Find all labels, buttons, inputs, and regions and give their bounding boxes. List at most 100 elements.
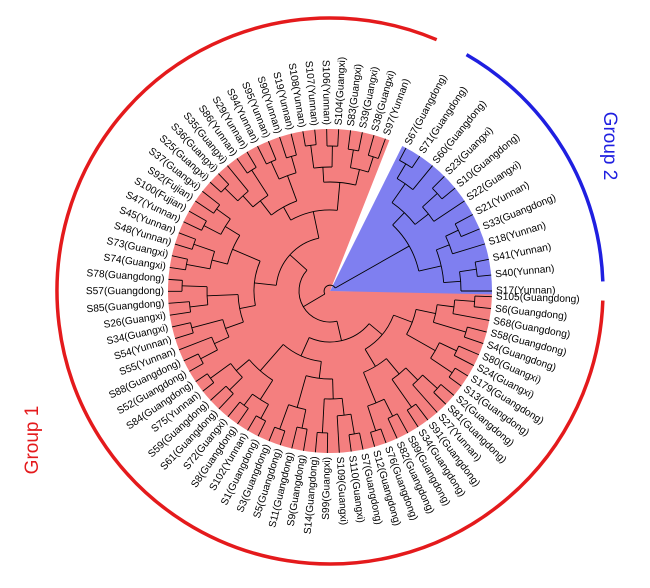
leaf-branch [195, 373, 208, 382]
node-arc [324, 397, 343, 400]
leaf-label: S57(Guangdong) [86, 286, 164, 297]
leaf-branch [474, 295, 492, 298]
leaf-branch [178, 232, 196, 240]
leaf-branch [169, 311, 191, 316]
internal-branch [406, 333, 436, 352]
leaf-branch [474, 306, 492, 310]
leaf-branch [348, 434, 352, 452]
leaf-branch [467, 326, 487, 333]
leaf-branch [336, 415, 340, 453]
node-arc [197, 353, 204, 364]
leaf-label: S105(Guangdong) [496, 291, 580, 305]
node-arc [230, 363, 243, 378]
internal-branch [235, 359, 250, 371]
node-arc [274, 426, 285, 432]
internal-branch [186, 264, 211, 270]
internal-branch [364, 348, 376, 367]
leaf-branch [314, 432, 318, 453]
internal-branch [229, 377, 243, 391]
node-arc [252, 194, 269, 208]
internal-branch [433, 321, 467, 333]
leaf-branch [302, 131, 306, 147]
internal-branch [243, 393, 253, 406]
group-1-clade-shading [167, 128, 492, 453]
internal-branch [318, 361, 322, 379]
node-arc [337, 413, 352, 417]
leaf-label: S17(Yunnan) [496, 286, 555, 297]
leaf-branch [202, 382, 215, 392]
root-branch [334, 245, 410, 289]
leaf-branch [433, 392, 447, 405]
leaf-branch [183, 221, 202, 231]
internal-branch [296, 375, 307, 408]
node-arc [209, 251, 216, 269]
leaf-label: S99(Guangxi) [321, 457, 333, 520]
leaf-branch [174, 332, 194, 339]
internal-branch [224, 187, 239, 202]
leaf-branch [174, 243, 193, 250]
node-arc [220, 184, 230, 193]
leaf-branch [279, 430, 286, 446]
internal-branch [290, 156, 297, 173]
internal-branch [418, 265, 442, 272]
internal-branch [445, 229, 459, 237]
node-arc [370, 428, 381, 433]
leaf-branch [412, 384, 438, 413]
leaf-branch [279, 136, 287, 159]
internal-branch [301, 409, 307, 429]
internal-branch [283, 206, 292, 221]
internal-branch [182, 285, 208, 288]
internal-branch [391, 183, 406, 203]
leaf-branch [452, 313, 490, 321]
leaf-label: S41(Yunnan) [492, 242, 552, 264]
internal-branch [254, 282, 277, 286]
node-arc [255, 415, 266, 422]
internal-branch [367, 156, 374, 173]
leaf-branch [227, 165, 249, 192]
leaf-branch [458, 345, 480, 356]
node-arc [222, 319, 230, 338]
leaf-branch [171, 255, 188, 260]
internal-branch [300, 337, 310, 356]
node-arc [432, 304, 438, 323]
leaf-branch [399, 147, 407, 161]
group-1-label: Group 1 [22, 406, 43, 475]
internal-branch [363, 372, 377, 404]
leaf-branch [433, 200, 465, 222]
node-arc [206, 286, 209, 305]
node-arc [188, 301, 192, 313]
leaf-branch [454, 355, 475, 366]
node-arc [266, 159, 277, 165]
group-1-arc [55, 16, 605, 566]
leaf-label: S106(Yunnan) [320, 60, 332, 125]
leaf-label: S104(Guangxi) [334, 57, 349, 126]
leaf-branch [210, 385, 227, 401]
internal-branch [386, 358, 400, 375]
node-arc [211, 336, 218, 351]
leaf-branch [237, 408, 249, 425]
node-arc [412, 374, 423, 386]
leaf-branch [452, 243, 486, 255]
internal-branch [191, 319, 223, 329]
group-2-label: Group 2 [599, 112, 620, 181]
internal-branch [259, 200, 272, 216]
node-arc [452, 299, 456, 314]
internal-branch [368, 323, 383, 335]
node-arc [239, 401, 249, 409]
leaf-label: S40(Yunnan) [495, 264, 555, 281]
leaf-branch [440, 384, 455, 396]
internal-branch [251, 169, 269, 196]
internal-branch [391, 379, 412, 408]
leaf-branch [358, 132, 363, 151]
leaf-branch [202, 190, 220, 206]
internal-branch [422, 193, 438, 208]
leaf-branch [209, 181, 222, 193]
internal-branch [214, 336, 230, 345]
internal-branch [332, 378, 334, 399]
leaf-branch [367, 134, 375, 156]
internal-branch [396, 163, 407, 179]
internal-branch [454, 299, 475, 302]
node-arc [237, 190, 249, 202]
